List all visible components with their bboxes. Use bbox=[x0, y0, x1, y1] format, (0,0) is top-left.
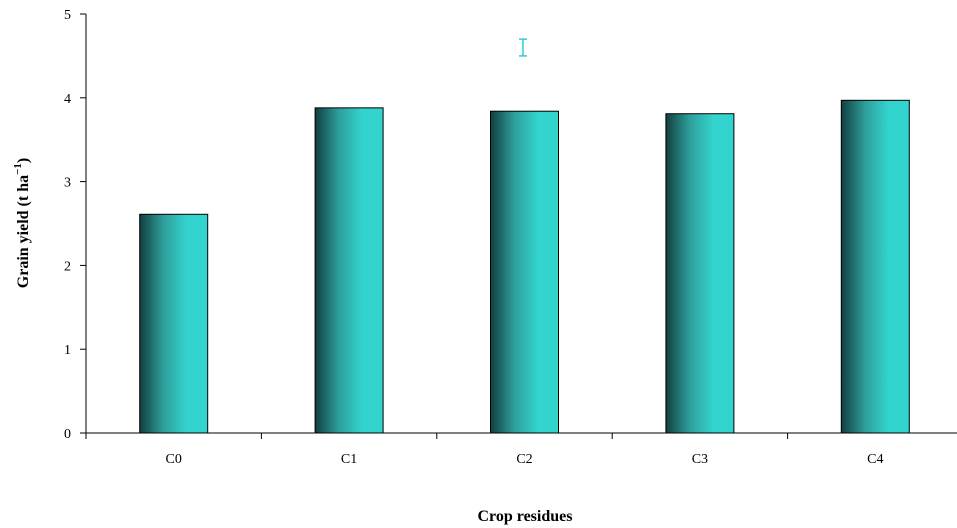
y-tick-label: 1 bbox=[64, 343, 71, 358]
y-tick-label: 5 bbox=[64, 8, 71, 23]
bar-c1 bbox=[314, 107, 384, 434]
error-bar-group bbox=[519, 38, 527, 57]
y-tick-label: 2 bbox=[64, 259, 71, 274]
x-axis-title: Crop residues bbox=[478, 508, 573, 525]
x-axis-ticks: C0 C1 C2 C3 C4 bbox=[85, 433, 883, 467]
y-tick-label: 0 bbox=[64, 427, 71, 442]
bar-c2 bbox=[490, 110, 559, 434]
bar-c4 bbox=[840, 99, 910, 434]
x-tick-label: C0 bbox=[166, 452, 182, 467]
bar-group bbox=[139, 99, 910, 434]
x-tick-label: C3 bbox=[692, 452, 708, 467]
bar-c0 bbox=[139, 213, 209, 434]
x-tick-label: C2 bbox=[516, 452, 532, 467]
y-axis-title: Grain yield (t ha−1) bbox=[12, 158, 32, 288]
y-axis-ticks: 0 1 2 3 4 5 bbox=[64, 8, 86, 442]
y-tick-label: 4 bbox=[64, 92, 71, 107]
bar-c3 bbox=[665, 113, 735, 434]
y-tick-label: 3 bbox=[64, 176, 71, 191]
x-tick-label: C4 bbox=[867, 452, 883, 467]
x-tick-label: C1 bbox=[341, 452, 357, 467]
